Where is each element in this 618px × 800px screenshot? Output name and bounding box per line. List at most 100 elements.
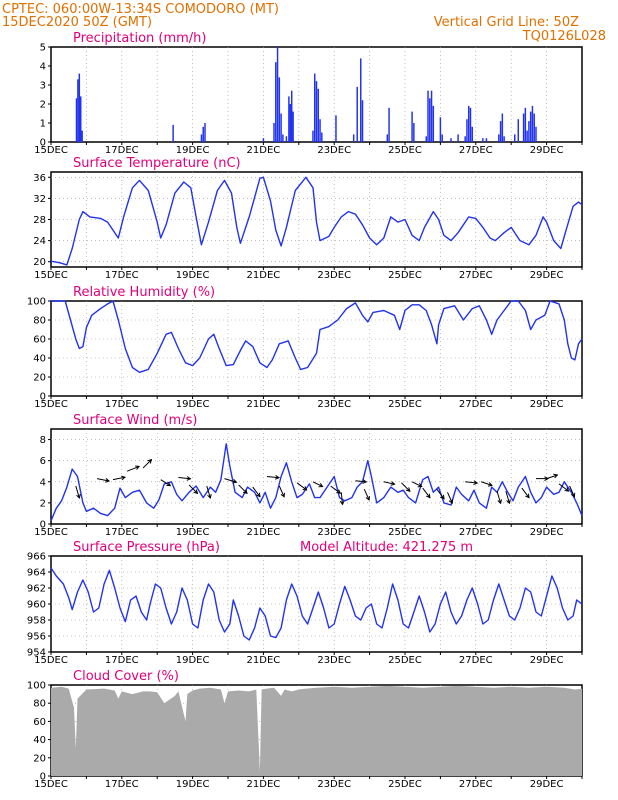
wind-arrow-head xyxy=(362,479,368,484)
precip-bar xyxy=(386,134,389,142)
temp-title: Surface Temperature (nC) xyxy=(73,156,241,171)
rh-ytick-label: 0 xyxy=(40,392,46,403)
precip-bar xyxy=(335,115,337,142)
precip-bar xyxy=(482,138,484,142)
wind-arrow-head xyxy=(339,500,345,506)
temp-ytick-label: 24 xyxy=(33,236,46,247)
wind-arrow-head xyxy=(207,493,212,499)
wind-arrow-head xyxy=(570,492,576,498)
panel-precip: 0 1 2 3 4 5 15DEC 17DEC 19DEC 21DEC 23DEC 25DEC 27DE… xyxy=(34,31,583,156)
precip-bar xyxy=(499,121,502,142)
precip-bar xyxy=(360,58,362,142)
precip-bar xyxy=(356,86,358,142)
temp-ytick-label: 28 xyxy=(33,215,46,226)
wind-arrow-head xyxy=(525,493,530,499)
precip-bar xyxy=(292,111,294,142)
temp-xtick-label: 27DEC xyxy=(459,270,493,281)
precip-bar xyxy=(467,105,470,142)
wind-xtick-label: 29DEC xyxy=(530,527,564,538)
wind-xtick-label: 21DEC xyxy=(247,527,281,538)
cloud-ytick-label: 100 xyxy=(27,681,46,692)
wind-title: Surface Wind (m/s) xyxy=(73,413,197,428)
precip-ytick-label: 4 xyxy=(40,62,46,73)
cloud-xtick-label: 19DEC xyxy=(176,779,210,790)
wind-arrow xyxy=(178,477,191,480)
rh-xtick-label: 19DEC xyxy=(176,399,210,410)
wind-arrow xyxy=(160,479,171,487)
wind-arrow-head xyxy=(448,499,454,505)
precip-xtick-label: 19DEC xyxy=(176,145,210,156)
cloud-xtick-label: 25DEC xyxy=(388,779,422,790)
wind-arrow-head xyxy=(390,481,396,486)
precip-bar xyxy=(531,105,534,142)
wind-ytick-label: 8 xyxy=(40,435,46,446)
precip-bar xyxy=(528,121,530,142)
wind-xtick-label: 25DEC xyxy=(388,527,422,538)
wind-arrow xyxy=(363,488,370,501)
rh-xtick-label: 25DEC xyxy=(388,399,422,410)
cloud-title: Cloud Cover (%) xyxy=(73,669,179,684)
rh-ytick-label: 80 xyxy=(33,316,46,327)
rh-title: Relative Humidity (%) xyxy=(73,285,215,300)
wind-arrow xyxy=(496,491,502,504)
precip-bar xyxy=(501,113,504,142)
wind-xtick-label: 19DEC xyxy=(176,527,210,538)
wind-arrow xyxy=(126,465,140,472)
precip-bar xyxy=(317,88,320,142)
wind-arrow-head xyxy=(105,478,111,483)
wind-arrow-head xyxy=(135,465,141,470)
cloud-ytick-label: 20 xyxy=(33,753,46,764)
press-xtick-label: 27DEC xyxy=(459,655,493,666)
rh-ytick-label: 100 xyxy=(27,297,46,308)
wind-arrow xyxy=(96,478,110,482)
wind-ytick-label: 2 xyxy=(40,498,46,509)
precip-bar xyxy=(469,107,472,142)
precip-bar xyxy=(78,73,81,142)
wind-arrow xyxy=(505,491,510,504)
press-ytick-label: 958 xyxy=(27,616,46,627)
press-xtick-label: 19DEC xyxy=(176,655,210,666)
precip-xtick-label: 15DEC xyxy=(34,145,68,156)
precip-bar xyxy=(457,134,459,142)
precip-bar xyxy=(288,96,290,142)
press-ytick-label: 956 xyxy=(27,632,46,643)
panel-cloud: 0 20 40 60 80 100 15DEC 17DEC 19DEC 21DEC 23DEC 25D… xyxy=(27,669,583,790)
wind-xtick-label: 17DEC xyxy=(105,527,139,538)
wind-arrow xyxy=(521,487,530,499)
temp-xtick-label: 21DEC xyxy=(247,270,281,281)
wind-arrow-head xyxy=(302,486,308,491)
precip-bar xyxy=(77,79,79,142)
rh-series-line xyxy=(51,300,583,373)
precip-bar xyxy=(522,113,525,142)
wind-arrow xyxy=(142,459,152,469)
temp-xtick-label: 19DEC xyxy=(176,270,210,281)
wind-arrow-head xyxy=(280,492,285,498)
wind-arrow xyxy=(340,492,343,505)
precip-bar xyxy=(388,107,390,142)
precip-bar xyxy=(312,130,314,142)
panel-rh: 0 20 40 60 80 100 15DEC 17DEC 19DEC 21DEC 23DEC 25D… xyxy=(27,285,583,410)
precip-xtick-label: 17DEC xyxy=(105,145,139,156)
precip-bar xyxy=(517,119,520,142)
wind-arrow-head xyxy=(256,492,261,498)
wind-arrow-head xyxy=(336,489,342,494)
wind-arrow-head xyxy=(473,480,479,485)
cloud-xtick-label: 27DEC xyxy=(459,779,493,790)
precip-bar xyxy=(75,98,78,142)
wind-arrow xyxy=(546,474,558,480)
wind-arrow xyxy=(224,478,237,483)
wind-arrow-head xyxy=(497,499,502,505)
wind-arrow-head xyxy=(166,481,172,487)
wind-arrow xyxy=(75,485,80,499)
wind-arrow-head xyxy=(193,489,199,495)
wind-arrow-head xyxy=(440,494,445,500)
precip-bar xyxy=(361,100,364,142)
press-annotation: Model Altitude: 421.275 m xyxy=(300,540,473,555)
wind-arrow-head xyxy=(76,493,81,499)
wind-arrow xyxy=(278,485,285,498)
wind-arrow-head xyxy=(147,458,153,464)
precip-ytick-label: 0 xyxy=(40,138,46,149)
precip-xtick-label: 25DEC xyxy=(388,145,422,156)
rh-xtick-label: 27DEC xyxy=(459,399,493,410)
wind-ytick-label: 4 xyxy=(40,477,46,488)
